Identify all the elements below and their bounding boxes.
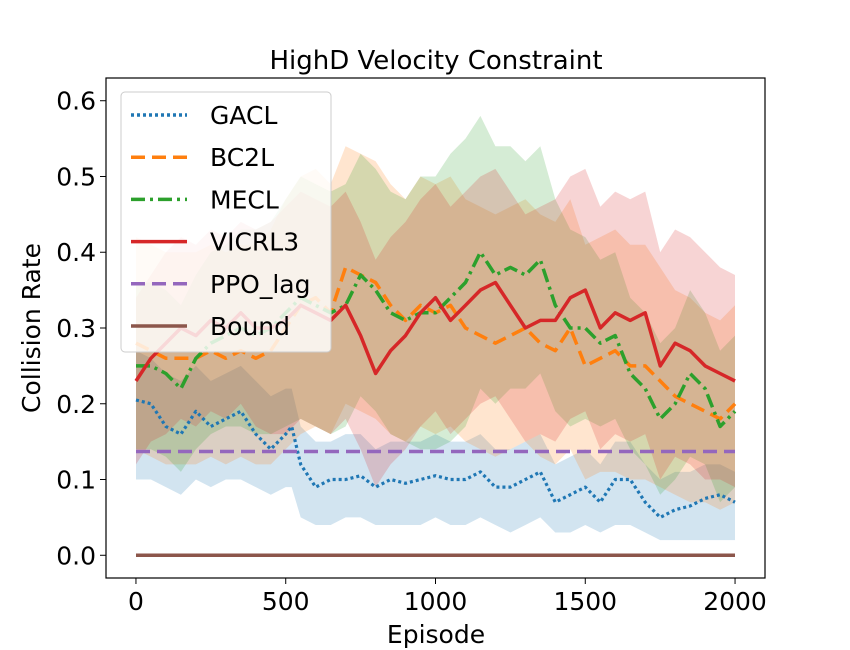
y-axis-label: Collision Rate xyxy=(17,243,46,413)
x-tick-label: 500 xyxy=(262,587,310,616)
y-tick-label: 0.4 xyxy=(56,238,96,267)
x-tick-label: 2000 xyxy=(703,587,767,616)
legend-label-bound: Bound xyxy=(210,312,290,341)
chart-title: HighD Velocity Constraint xyxy=(269,46,602,76)
x-tick-label: 1500 xyxy=(553,587,617,616)
legend: GACL BC2L MECL VICRL3 PPO_lag Bound xyxy=(120,91,332,353)
series-lines xyxy=(134,250,737,558)
y-tick-label: 0.1 xyxy=(56,466,96,495)
legend-label-mecl: MECL xyxy=(210,185,279,214)
x-axis-ticks: 0 500 1000 1500 2000 xyxy=(128,578,767,616)
y-tick-label: 0.5 xyxy=(56,162,96,191)
legend-label-ppo-lag: PPO_lag xyxy=(210,270,310,299)
legend-label-vicrl3: VICRL3 xyxy=(210,228,299,257)
y-axis-ticks: 0.0 0.1 0.2 0.3 0.4 0.5 0.6 xyxy=(56,87,106,570)
legend-label-bc2l: BC2L xyxy=(210,143,274,172)
y-tick-label: 0.6 xyxy=(56,87,96,116)
gacl-band xyxy=(136,350,735,541)
y-tick-label: 0.0 xyxy=(56,541,96,570)
x-axis-label: Episode xyxy=(387,620,485,649)
y-tick-label: 0.2 xyxy=(56,390,96,419)
gacl-line xyxy=(135,398,736,520)
legend-label-gacl: GACL xyxy=(210,101,277,130)
y-tick-label: 0.3 xyxy=(56,314,96,343)
x-tick-label: 1000 xyxy=(404,587,468,616)
x-tick-label: 0 xyxy=(128,587,144,616)
